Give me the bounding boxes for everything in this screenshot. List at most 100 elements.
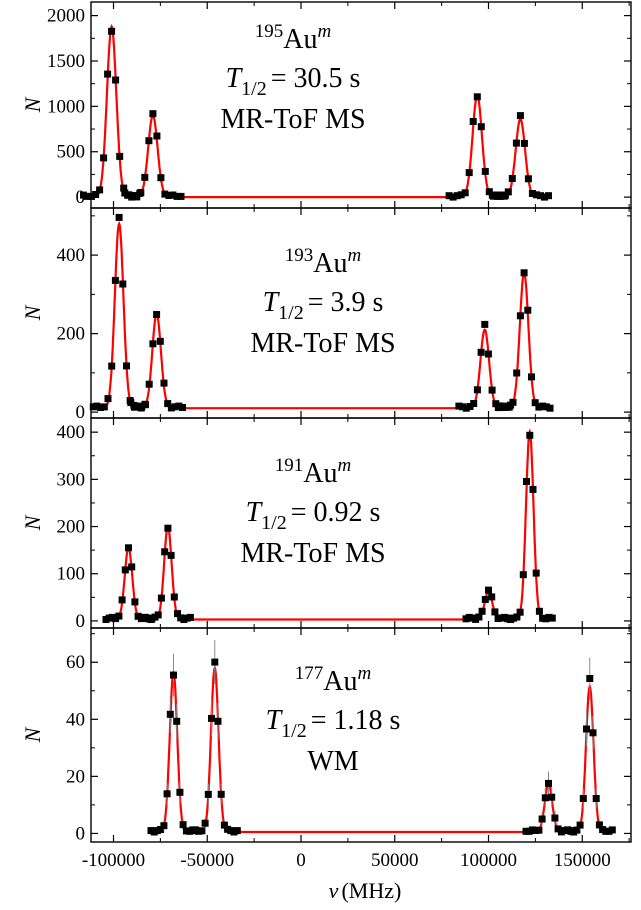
halflife-value: = 30.5 s [271, 63, 361, 94]
nuclide-state: m [318, 21, 332, 42]
data-point [445, 192, 453, 200]
data-point [470, 400, 478, 407]
y-axis-title: N [20, 726, 45, 743]
data-point [145, 137, 153, 145]
data-point [116, 152, 124, 160]
data-point [128, 563, 136, 571]
data-point [524, 175, 532, 183]
data-point [157, 174, 165, 182]
halflife-value: = 3.9 s [308, 287, 384, 318]
data-point [513, 369, 521, 377]
data-point [115, 612, 123, 620]
data-point [137, 189, 145, 196]
data-point [488, 593, 496, 601]
data-point [516, 312, 524, 320]
data-point [179, 404, 186, 411]
data-point [153, 132, 161, 140]
y-axis-title: N [20, 96, 45, 113]
data-point [505, 403, 513, 411]
data-point [167, 404, 175, 412]
halflife-subscript: 1/2 [241, 78, 267, 100]
data-point [201, 819, 209, 827]
data-point [583, 725, 590, 733]
halflife-symbol: T [263, 287, 281, 318]
data-point [491, 608, 499, 616]
data-point [473, 93, 481, 101]
data-point [541, 193, 548, 201]
data-point [494, 404, 502, 412]
data-point [462, 404, 470, 412]
data-point [498, 403, 506, 411]
y-axis-title: N [20, 514, 45, 531]
data-point [508, 175, 516, 182]
data-point [496, 192, 504, 200]
y-tick-label: 2000 [47, 6, 85, 27]
nuclide-state: m [338, 455, 352, 476]
data-point [161, 548, 169, 556]
fit-curve [158, 664, 606, 834]
nuclide-element: Au [303, 458, 337, 489]
annotation-halflife: T1/2 = 3.9 s [263, 287, 384, 324]
annotation-nuclide: 193Aum [285, 245, 361, 279]
data-point [177, 192, 185, 200]
data-point [156, 337, 164, 345]
nuclide-element: Au [313, 248, 347, 279]
annotation-method: MR-ToF MS [240, 538, 385, 569]
y-tick-label: 60 [66, 652, 85, 673]
nuclide-element: Au [283, 24, 317, 55]
data-point [481, 320, 489, 328]
y-tick-label: 0 [76, 823, 86, 844]
annotation-method: MR-ToF MS [220, 104, 365, 135]
data-point [186, 613, 194, 621]
data-point [523, 478, 530, 485]
data-point [170, 671, 177, 679]
data-point [179, 821, 187, 829]
data-point [459, 403, 467, 411]
y-tick-label: 40 [66, 709, 85, 730]
data-point [545, 192, 552, 200]
panel-1: 0500100015002000N195AumT1/2= 30.5 sMR-To… [20, 1, 632, 209]
data-point [166, 710, 174, 718]
data-point [449, 193, 457, 201]
data-point [608, 826, 616, 834]
data-point [174, 610, 181, 618]
data-points [89, 213, 554, 412]
data-point [513, 613, 521, 621]
data-point [154, 611, 162, 619]
y-tick-label: 200 [57, 517, 86, 538]
data-point [121, 189, 129, 197]
data-point [457, 191, 465, 199]
data-point [529, 485, 537, 493]
data-point [112, 76, 120, 84]
data-point [171, 403, 179, 411]
data-point [500, 192, 508, 200]
data-point [542, 403, 550, 411]
data-point [169, 191, 177, 199]
data-point [129, 192, 137, 200]
data-point [586, 675, 594, 682]
data-point [127, 399, 135, 407]
data-point [198, 827, 206, 835]
data-point [481, 596, 489, 603]
data-point [208, 714, 215, 722]
data-point [138, 403, 146, 411]
y-tick-label: 400 [57, 245, 86, 266]
data-point [108, 362, 116, 370]
data-point [488, 386, 496, 394]
data-point [233, 827, 241, 835]
halflife-subscript: 1/2 [278, 302, 304, 324]
data-point [528, 373, 535, 381]
data-point [123, 362, 130, 370]
halflife-symbol: T [246, 497, 264, 528]
x-tick-label: -100000 [82, 850, 145, 871]
data-point [120, 184, 128, 192]
data-point [84, 192, 91, 200]
data-point [80, 191, 87, 199]
data-point [176, 788, 184, 796]
halflife-subscript: 1/2 [281, 720, 307, 742]
data-point [475, 613, 483, 621]
nuclide-mass: 191 [275, 455, 304, 476]
panel-frame [90, 627, 632, 843]
data-point [111, 276, 119, 284]
annotation-nuclide: 195Aum [255, 21, 331, 55]
